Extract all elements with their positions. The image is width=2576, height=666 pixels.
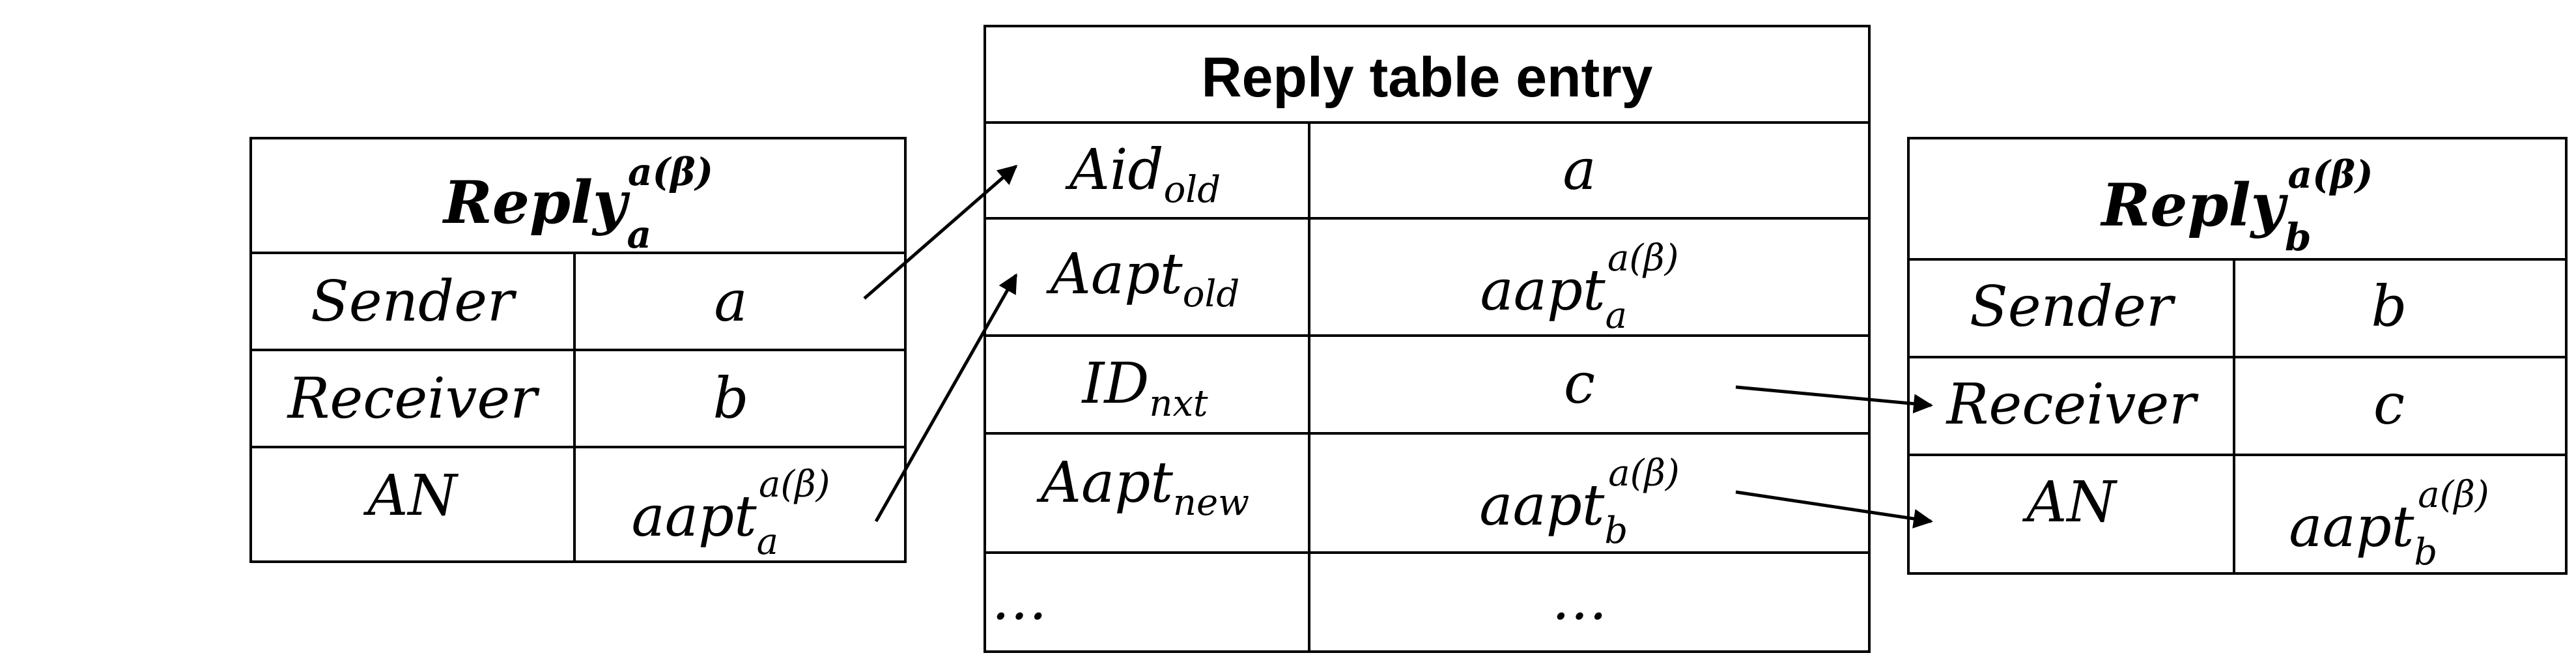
left-title-base: Reply <box>442 168 630 237</box>
right-row-label-receiver: Receiver <box>1946 372 2200 437</box>
aapt-old-subscript: old <box>1183 273 1239 315</box>
center-row-value-aapt-new: aaptb a(β) <box>1479 452 1679 552</box>
left-row-label-sender: Sender <box>311 269 517 334</box>
left-table-title: Replya a(β) <box>442 150 713 257</box>
left-reply-table: Replyaa(β) Sender a Receiver b AN aaptaa… <box>249 137 907 563</box>
left-row-value-an: aapta a(β) <box>631 463 830 563</box>
right-row-value-an: aaptb a(β) <box>2289 474 2489 573</box>
center-aapt-a-subscript: a <box>1606 295 1627 337</box>
aapt-old-base: Aapt <box>1046 242 1183 307</box>
right-an-superscript: a(β) <box>2418 474 2489 516</box>
left-row-value-sender: a <box>714 269 747 334</box>
right-row-label-an: AN <box>2022 470 2117 535</box>
reply-table-entry: Reply table entry Aidold a Aaptold aapta… <box>984 25 1871 653</box>
left-an-subscript: a <box>757 521 778 563</box>
center-aapt-a-base: aapt <box>1480 258 1606 323</box>
center-row-value-aid-old: a <box>1563 138 1596 203</box>
center-aapt-b-base: aapt <box>1479 473 1605 538</box>
right-reply-table: Replyba(β) Sender b Receiver c AN aaptba… <box>1907 137 2568 575</box>
center-row-value-ellipsis: … <box>1551 568 1607 633</box>
connector-arrows <box>863 165 1933 528</box>
center-table-outline <box>984 25 1871 653</box>
id-nxt-base: ID <box>1081 351 1149 416</box>
right-an-subscript: b <box>2414 531 2437 573</box>
id-nxt-subscript: nxt <box>1149 383 1208 425</box>
left-row-label-receiver: Receiver <box>287 366 541 431</box>
right-title-subscript: b <box>2285 215 2312 259</box>
arrow-aapt-new-to-an <box>1735 490 1933 528</box>
left-row-label-an: AN <box>363 463 459 528</box>
left-title-superscript: a(β) <box>628 150 713 194</box>
right-title-base: Reply <box>2099 171 2288 240</box>
arrow-sender-to-aid-old <box>863 165 1018 300</box>
center-row-label-id-nxt: IDnxt <box>1081 351 1208 425</box>
right-row-value-sender: b <box>2371 274 2407 340</box>
aapt-new-base: Aapt <box>1036 450 1173 515</box>
left-an-base: aapt <box>631 484 757 549</box>
center-row-label-aapt-new: Aaptnew <box>1036 450 1249 524</box>
center-row-label-ellipsis: … <box>991 568 1047 633</box>
center-aapt-b-superscript: a(β) <box>1608 452 1679 495</box>
right-row-value-receiver: c <box>2373 372 2405 437</box>
left-row-value-receiver: b <box>713 366 748 431</box>
aapt-new-subscript: new <box>1173 482 1249 524</box>
arrow-id-nxt-to-receiver <box>1735 385 1933 414</box>
left-an-superscript: a(β) <box>759 463 830 506</box>
center-aapt-b-subscript: b <box>1604 510 1628 552</box>
center-aapt-a-superscript: a(β) <box>1607 237 1678 280</box>
aid-old-base: Aid <box>1065 138 1164 203</box>
left-title-subscript: a <box>627 212 651 257</box>
right-an-base: aapt <box>2289 495 2414 560</box>
aid-old-subscript: old <box>1164 169 1221 211</box>
center-row-label-aid-old: Aidold <box>1065 138 1221 211</box>
center-row-value-aapt-old: aapta a(β) <box>1480 237 1678 337</box>
center-row-label-aapt-old: Aaptold <box>1046 242 1239 315</box>
right-row-label-sender: Sender <box>1970 274 2176 340</box>
center-row-value-id-nxt: c <box>1564 351 1595 416</box>
center-table-title: Reply table entry <box>1202 46 1653 109</box>
arrow-an-to-aapt-old <box>874 273 1018 523</box>
right-title-superscript: a(β) <box>2288 152 2373 197</box>
right-table-title: Replyb a(β) <box>2099 152 2373 259</box>
